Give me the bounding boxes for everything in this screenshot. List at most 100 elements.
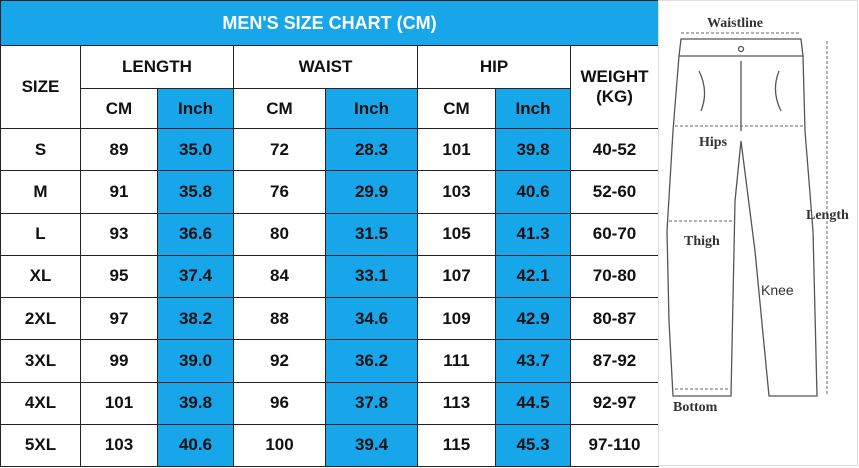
cell-text: 91 (109, 181, 129, 201)
weight-header: WEIGHT (KG) (570, 45, 659, 129)
value-cell: 42.9 (495, 297, 571, 341)
cell-text: WEIGHT (580, 67, 649, 86)
cell-text: 39.4 (354, 435, 389, 455)
measure-lines (669, 32, 828, 396)
value-cell: 38.2 (157, 297, 234, 341)
cell-text: XL (29, 266, 52, 286)
cell-text: 31.5 (354, 224, 389, 244)
value-cell: 92 (233, 339, 326, 383)
label-thigh: Thigh (684, 234, 720, 249)
unit-header: CM (417, 88, 496, 129)
value-cell: 91 (80, 170, 158, 214)
value-cell: 28.3 (325, 128, 418, 172)
cell-text: 101 (104, 393, 134, 413)
value-cell: 52-60 (570, 170, 659, 214)
cell-text: 93 (109, 224, 129, 244)
cell-text: 35.8 (178, 181, 213, 201)
cell-text: MEN'S SIZE CHART (CM) (222, 12, 437, 33)
value-cell: 88 (233, 297, 326, 341)
value-cell: 92-97 (570, 381, 659, 425)
size-cell: 3XL (0, 339, 81, 383)
value-cell: 39.4 (325, 423, 418, 467)
value-cell: 113 (417, 381, 496, 425)
cell-text: CM (105, 98, 133, 118)
title-cell: MEN'S SIZE CHART (CM) (0, 0, 659, 46)
cell-text: 40-52 (592, 139, 637, 159)
cell-text: 109 (442, 308, 471, 328)
cell-text: 87-92 (592, 350, 637, 370)
cell-text: 44.5 (516, 393, 550, 413)
group-header: HIP (417, 45, 571, 89)
cell-text: 84 (270, 266, 289, 286)
cell-text: (KG) (596, 87, 633, 106)
cell-text: 34.6 (354, 308, 389, 328)
cell-text: 39.8 (516, 139, 550, 159)
value-cell: 60-70 (570, 212, 659, 256)
value-cell: 34.6 (325, 297, 418, 341)
size-cell: L (0, 212, 81, 256)
cell-text: 36.6 (178, 224, 213, 244)
cell-text: 95 (109, 266, 129, 286)
unit-header: Inch (325, 88, 418, 129)
value-cell: 80-87 (570, 297, 659, 341)
value-cell: 72 (233, 128, 326, 172)
size-cell: S (0, 128, 81, 172)
unit-header: Inch (157, 88, 234, 129)
cell-text: 35.0 (178, 139, 213, 159)
value-cell: 31.5 (325, 212, 418, 256)
cell-text: SIZE (21, 77, 60, 96)
size-cell: 4XL (0, 381, 81, 425)
cell-text: 4XL (24, 393, 57, 413)
value-cell: 80 (233, 212, 326, 256)
cell-text: 80 (270, 224, 289, 244)
value-cell: 100 (233, 423, 326, 467)
size-cell: 2XL (0, 297, 81, 341)
size-cell: 5XL (0, 423, 81, 467)
cell-text: L (35, 224, 46, 244)
cell-text: WAIST (298, 57, 353, 76)
cell-text: 96 (270, 393, 289, 413)
cell-text: Inch (515, 98, 551, 118)
cell-text: Inch (178, 98, 213, 118)
cell-text: M (33, 181, 48, 201)
cell-text: 70-80 (592, 266, 637, 286)
value-cell: 115 (417, 423, 496, 467)
label-length: Length (806, 208, 849, 223)
group-header: LENGTH (80, 45, 234, 89)
value-cell: 35.8 (157, 170, 234, 214)
cell-text: 42.1 (516, 266, 550, 286)
value-cell: 45.3 (495, 423, 571, 467)
value-cell: 40.6 (157, 423, 234, 467)
group-header: WAIST (233, 45, 418, 89)
cell-text: 111 (443, 350, 470, 370)
cell-text: 100 (265, 435, 294, 455)
value-cell: 105 (417, 212, 496, 256)
value-cell: 35.0 (157, 128, 234, 172)
cell-text: 45.3 (516, 435, 550, 455)
size-cell: M (0, 170, 81, 214)
value-cell: 39.8 (495, 128, 571, 172)
label-bottom: Bottom (673, 400, 718, 415)
cell-text: S (34, 139, 47, 159)
value-cell: 42.1 (495, 254, 571, 298)
cell-text: 113 (442, 393, 471, 413)
value-cell: 44.5 (495, 381, 571, 425)
label-knee: Knee (761, 282, 794, 298)
value-cell: 89 (80, 128, 158, 172)
cell-text: 37.8 (354, 393, 389, 413)
value-cell: 97 (80, 297, 158, 341)
cell-text: Inch (354, 98, 389, 118)
cell-text: 36.2 (354, 350, 389, 370)
value-cell: 103 (417, 170, 496, 214)
value-cell: 93 (80, 212, 158, 256)
label-waistline: Waistline (707, 16, 763, 31)
cell-text: HIP (479, 57, 509, 76)
value-cell: 29.9 (325, 170, 418, 214)
cell-text: 37.4 (178, 266, 213, 286)
cell-text: LENGTH (122, 57, 192, 76)
value-cell: 39.0 (157, 339, 234, 383)
cell-text: 39.0 (178, 350, 213, 370)
value-cell: 97-110 (570, 423, 659, 467)
cell-text: 76 (270, 181, 289, 201)
